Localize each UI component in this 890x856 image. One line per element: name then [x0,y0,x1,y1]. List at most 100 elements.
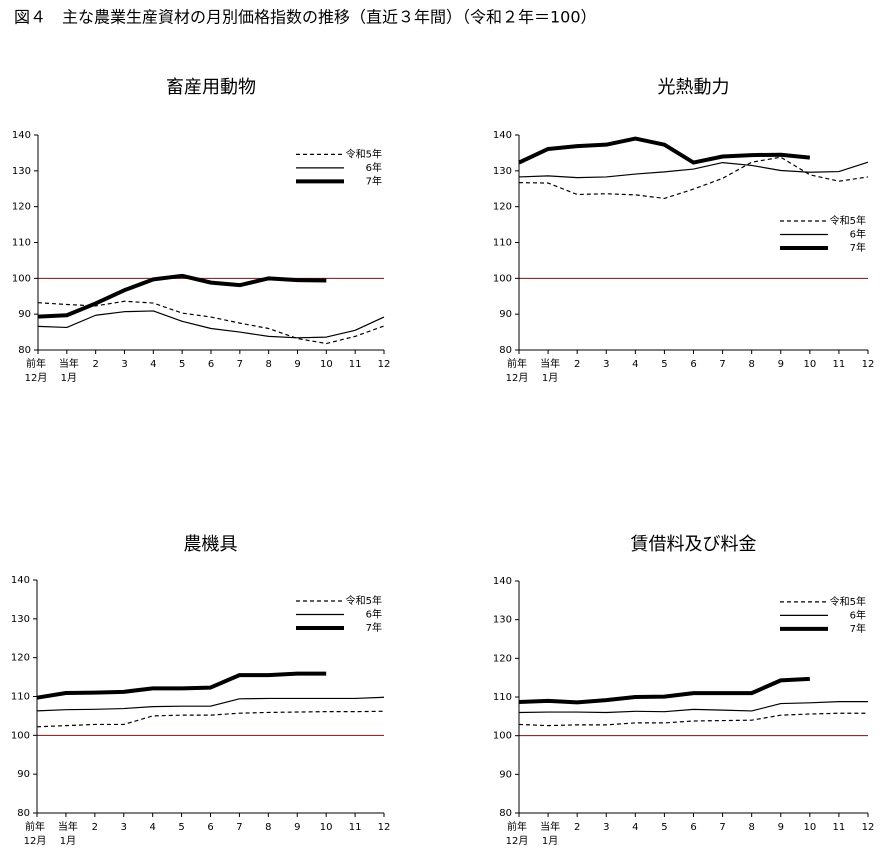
x-tick-label: 8 [748,359,754,370]
legend-label: 6年 [850,608,866,621]
x-tick-label: 1月 [61,372,77,384]
x-tick-label: 11 [833,359,846,370]
x-tick-label: 3 [603,822,609,833]
x-tick-label: 前年 [26,357,46,370]
series-line [37,310,385,339]
x-tick-label: 当年 [540,357,560,370]
x-tick-label: 7 [719,359,725,370]
x-tick-label: 12月 [24,835,47,847]
x-tick-label: 12 [378,359,391,370]
y-tick-label: 140 [493,576,512,587]
x-tick-label: 2 [92,822,98,833]
y-tick-label: 80 [17,808,30,819]
series-line [518,136,811,165]
x-tick-label: 3 [603,359,609,370]
y-tick-label: 90 [17,769,30,780]
x-tick-label: 12 [862,359,875,370]
y-tick-label: 140 [493,130,512,141]
y-tick-label: 80 [499,345,512,356]
y-tick-label: 100 [493,273,512,284]
y-tick-label: 120 [12,202,31,213]
x-tick-label: 当年 [58,820,78,833]
x-tick-label: 8 [265,359,271,370]
x-tick-label: 6 [207,822,213,833]
legend-label: 令和5年 [346,147,382,160]
series-line [518,676,810,705]
x-tick-label: 3 [121,822,127,833]
x-tick-label: 前年 [507,357,527,370]
x-tick-label: 6 [690,359,696,370]
x-tick-label: 前年 [507,820,527,833]
x-tick-label: 10 [803,359,816,370]
x-tick-label: 5 [178,822,184,833]
legend-label: 6年 [850,228,866,241]
legend-label: 7年 [366,174,382,187]
y-tick-label: 110 [12,238,31,249]
x-tick-label: 6 [208,359,214,370]
x-tick-label: 11 [349,359,362,370]
series-line [37,273,327,319]
series-line [518,156,869,200]
legend-label: 令和5年 [346,594,382,607]
y-tick-label: 110 [493,692,512,703]
y-tick-label: 130 [11,614,30,625]
series-line [37,300,385,345]
series-line [518,161,869,179]
y-tick-label: 90 [499,309,512,320]
y-tick-label: 120 [493,653,512,664]
y-tick-label: 80 [499,808,512,819]
x-tick-label: 8 [748,822,754,833]
x-tick-label: 12月 [25,372,48,384]
y-tick-label: 130 [12,166,31,177]
x-tick-label: 4 [150,359,156,370]
legend-label: 7年 [850,241,866,254]
x-tick-label: 6 [690,822,696,833]
x-tick-label: 1月 [542,835,558,847]
y-tick-label: 90 [499,769,512,780]
x-tick-label: 11 [833,822,846,833]
legend-label: 令和5年 [830,595,866,608]
legend-label: 7年 [366,621,382,634]
x-tick-label: 2 [574,822,580,833]
legend-label: 令和5年 [830,214,866,227]
x-tick-label: 12 [378,822,391,833]
x-tick-label: 1月 [542,372,558,384]
y-tick-label: 80 [18,345,31,356]
x-tick-label: 12月 [506,835,529,847]
y-tick-label: 120 [11,653,30,664]
x-tick-label: 9 [294,359,300,370]
series-line [518,712,868,727]
x-tick-label: 2 [92,359,98,370]
y-tick-label: 100 [11,730,30,741]
y-tick-label: 140 [12,130,31,141]
chart-title: 賃借料及び料金 [631,534,757,555]
x-tick-label: 9 [294,822,300,833]
x-tick-label: 1月 [60,835,76,847]
y-tick-label: 100 [12,273,31,284]
chart-title: 畜産用動物 [166,77,256,98]
legend-label: 6年 [366,607,382,620]
series-line [36,710,385,728]
x-tick-label: 3 [121,359,127,370]
x-tick-label: 10 [320,822,333,833]
series-line [36,696,385,712]
x-tick-label: 8 [265,822,271,833]
x-tick-label: 前年 [25,820,45,833]
x-tick-label: 9 [778,359,784,370]
x-tick-label: 7 [236,822,242,833]
x-tick-label: 10 [803,822,816,833]
series-line [36,671,327,700]
x-tick-label: 9 [778,822,784,833]
x-tick-label: 12月 [506,372,529,384]
x-tick-label: 当年 [59,357,79,370]
y-tick-label: 110 [11,692,30,703]
y-tick-label: 130 [493,615,512,626]
y-tick-label: 130 [493,166,512,177]
x-tick-label: 10 [320,359,333,370]
series-line [518,701,868,714]
y-tick-label: 100 [493,731,512,742]
chart-title: 光熱動力 [658,77,730,98]
x-tick-label: 当年 [540,820,560,833]
y-tick-label: 110 [493,238,512,249]
x-tick-label: 4 [632,822,638,833]
